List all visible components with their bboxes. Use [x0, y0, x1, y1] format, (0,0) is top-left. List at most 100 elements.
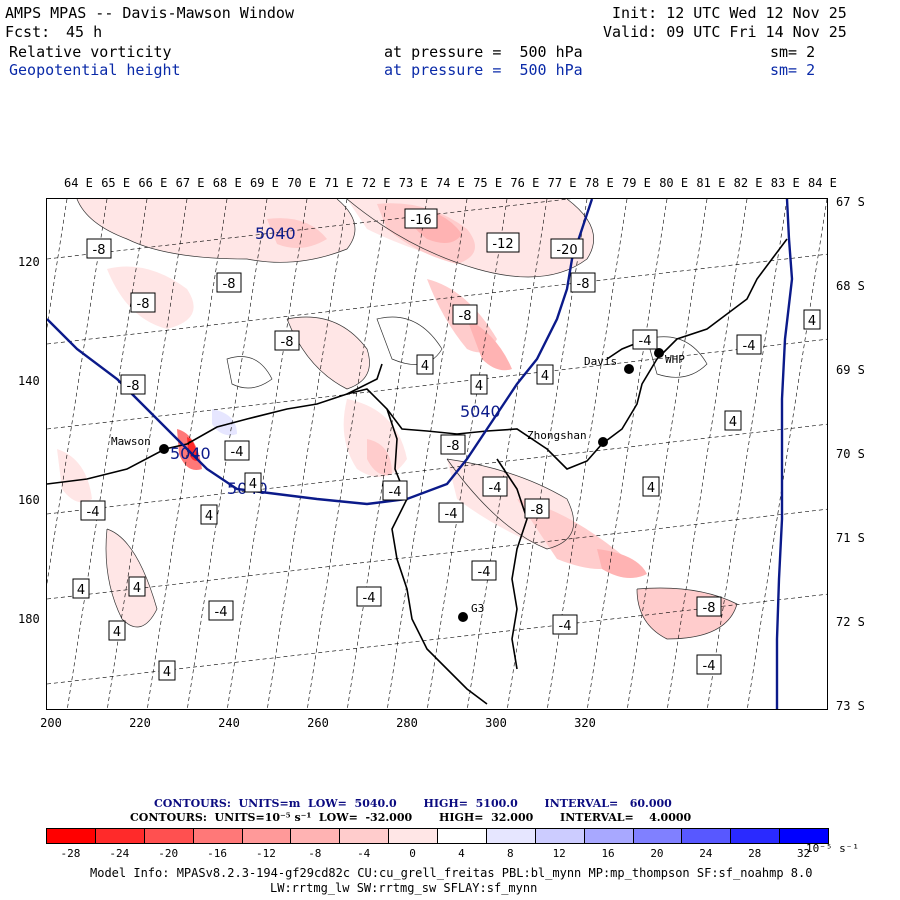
map-canvas: 5040 5040 5040 5040 -16-12-20-8-8-8-8-8-…	[47, 199, 827, 709]
vorticity-label: -20	[556, 243, 577, 258]
longitude-label: 68 E	[212, 176, 242, 190]
vorticity-shading	[57, 199, 737, 639]
map-title: AMPS MPAS -- Davis-Mawson Window	[5, 4, 294, 22]
vorticity-label: -8	[531, 503, 544, 518]
vorticity-label-box	[552, 614, 578, 635]
field1-name: Relative vorticity	[9, 43, 172, 61]
model-info-line1: Model Info: MPASv8.2.3-194-gf29cd82c CU:…	[90, 866, 813, 880]
latitude-label: 69 S	[836, 363, 865, 377]
station-label-mawson: Mawson	[111, 435, 151, 448]
longitude-label: 71 E	[324, 176, 354, 190]
vorticity-label: 4	[163, 665, 171, 680]
vorticity-label: -8	[281, 335, 294, 350]
y-tick-label: 140	[18, 374, 40, 388]
forecast-label: Fcst:	[5, 23, 51, 41]
colorbar-label: -28	[60, 847, 81, 860]
colorbar-label: 4	[458, 847, 465, 860]
vorticity-label: 4	[249, 477, 257, 492]
vorticity-label: -8	[447, 439, 460, 454]
vorticity-label-box	[632, 329, 658, 350]
x-tick-label: 200	[40, 716, 62, 730]
colorbar-segment	[388, 828, 438, 844]
colorbar-segment	[143, 828, 194, 844]
colorbar-segment	[583, 828, 634, 844]
colorbar-segment	[94, 828, 145, 844]
vorticity-label-box	[452, 304, 478, 325]
longitude-label: 70 E	[287, 176, 317, 190]
vorticity-label: -8	[577, 277, 590, 292]
graticule	[47, 199, 827, 709]
vorticity-label: -8	[93, 243, 106, 258]
vorticity-label: -4	[215, 605, 228, 620]
vorticity-label: -4	[87, 505, 100, 520]
longitude-label: 69 E	[250, 176, 279, 190]
field2-level: at pressure = 500 hPa	[384, 61, 583, 79]
vorticity-label: 4	[205, 509, 213, 524]
field1-smoothing: sm= 2	[770, 43, 816, 61]
vorticity-label: -4	[559, 619, 572, 634]
vorticity-label: 4	[113, 625, 121, 640]
map-panel[interactable]: 5040 5040 5040 5040 -16-12-20-8-8-8-8-8-…	[46, 198, 828, 710]
vorticity-label: -16	[410, 213, 431, 228]
latitude-label: 71 S	[836, 531, 865, 545]
vorticity-label-box	[696, 596, 722, 617]
height-contours	[47, 199, 794, 709]
valid-time: Valid: 09 UTC Fri 14 Nov 25	[603, 23, 847, 41]
vorticity-label-group: -16 -12 -20 -8 -8 -8 -8 -8 -8 -8 -4 -4 -4 -4 -4 -4 -4 -4 -…	[72, 208, 821, 681]
station-label-g3: G3	[471, 602, 484, 615]
colorbar-segment	[192, 828, 243, 844]
vorticity-label-box	[736, 334, 762, 355]
colorbar-label: 0	[409, 847, 416, 860]
colorbar-label: 16	[601, 847, 615, 860]
y-tick-label: 180	[18, 612, 40, 626]
colorbar-label: 28	[748, 847, 762, 860]
vorticity-label-box	[486, 232, 520, 253]
longitude-label: 77 E	[547, 176, 577, 190]
vorticity-contour-info: CONTOURS: UNITS=10⁻⁵ s⁻¹ LOW= -32.000 HI…	[130, 811, 692, 824]
vorticity-label-box	[524, 498, 550, 519]
longitude-label: 81 E	[696, 176, 726, 190]
vorticity-label: -4	[489, 481, 502, 496]
longitude-label: 83 E	[770, 176, 800, 190]
vorticity-label-box	[536, 364, 554, 385]
vorticity-label-box	[86, 238, 112, 259]
vorticity-label: -4	[363, 591, 376, 606]
vorticity-label-box	[724, 410, 742, 431]
station-dot-davis	[624, 364, 634, 374]
colorbar-segment	[681, 828, 732, 844]
colorbar-label: 24	[699, 847, 713, 860]
latitude-label: 72 S	[836, 615, 865, 629]
height-label: 5040	[460, 402, 501, 421]
station-label-zhongshan: Zhongshan	[527, 429, 587, 442]
latitude-label: 70 S	[836, 447, 865, 461]
y-tick-label: 160	[18, 493, 40, 507]
vorticity-label-box	[216, 272, 242, 293]
vorticity-label: -4	[231, 445, 244, 460]
longitude-label: 66 E	[138, 176, 168, 190]
vorticity-label-box	[470, 374, 488, 395]
vorticity-label-box	[440, 434, 466, 455]
vorticity-label-box	[438, 502, 464, 523]
x-tick-label: 320	[574, 716, 596, 730]
vorticity-label-box	[80, 500, 106, 521]
longitude-label: 78 E	[584, 176, 614, 190]
longitude-label: 73 E	[398, 176, 428, 190]
height-label: 5040	[170, 444, 211, 463]
colorbar-label: 8	[507, 847, 514, 860]
colorbar-label: -16	[207, 847, 227, 860]
vorticity-label: -8	[137, 297, 150, 312]
vorticity-label-box	[208, 600, 234, 621]
longitude-label: 84 E	[808, 176, 837, 190]
vorticity-label: 4	[808, 314, 816, 329]
vorticity-label: 4	[647, 481, 655, 496]
vorticity-label: -4	[703, 659, 716, 674]
longitude-label: 74 E	[436, 176, 465, 190]
colorbar-label: -20	[158, 847, 179, 860]
latitude-label: 68 S	[836, 279, 865, 293]
vorticity-label-box	[642, 476, 660, 497]
colorbar-label: 20	[650, 847, 664, 860]
latitude-label: 67 S	[836, 195, 865, 209]
vorticity-label: 4	[475, 379, 483, 394]
vorticity-label: -4	[445, 507, 458, 522]
colorbar-label: -4	[357, 847, 371, 860]
